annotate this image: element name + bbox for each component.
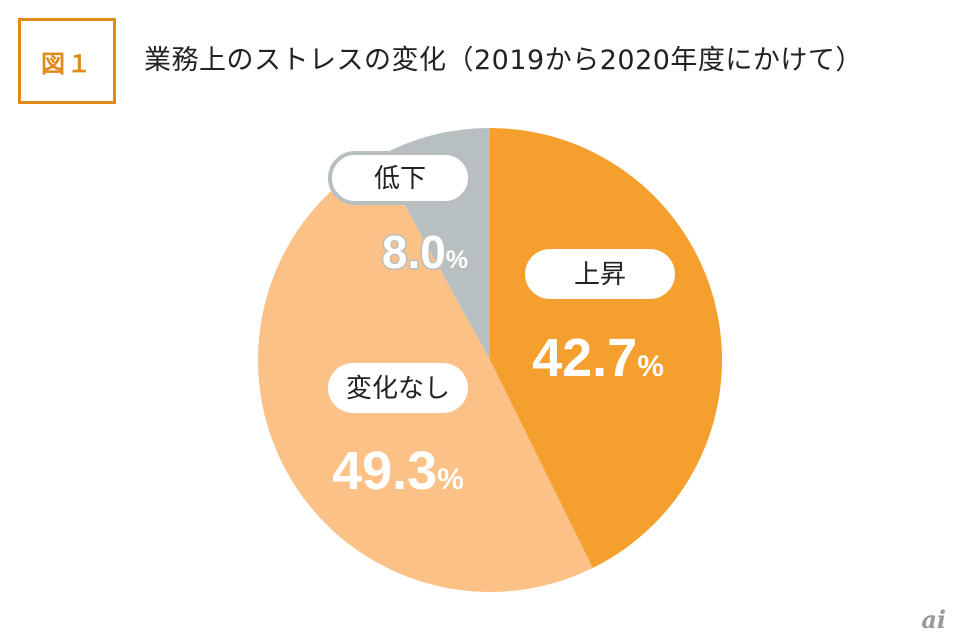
category-label-rise: 上昇: [525, 249, 675, 299]
value-label-no-change: 49.3%: [332, 441, 464, 501]
category-label-no-change: 変化なし: [328, 363, 468, 413]
pie-slice-rise: [490, 128, 722, 569]
category-label-text: 上昇: [574, 260, 626, 290]
value-label-decline: 8.0%: [382, 226, 468, 278]
category-label-decline: 低下: [328, 151, 472, 205]
category-label-text: 低下: [374, 164, 426, 194]
watermark-logo: ai: [921, 605, 946, 634]
figure-badge: 図１: [18, 18, 116, 104]
category-label-text: 変化なし: [346, 374, 450, 404]
value-label-rise: 42.7%: [532, 328, 664, 388]
chart-title: 業務上のストレスの変化（2019から2020年度にかけて）: [144, 45, 863, 76]
